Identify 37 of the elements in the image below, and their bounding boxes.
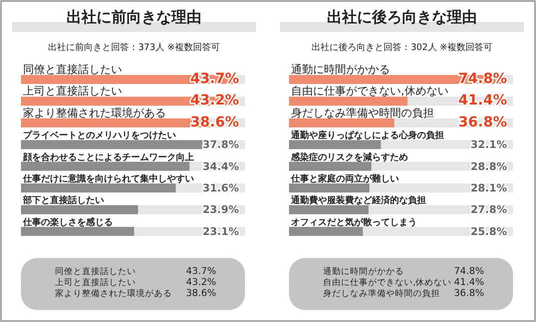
text: 通勤に時間がかかる 74.8% — [323, 266, 484, 277]
y-tick-label: 身だしなみ準備や時間の負担 — [291, 106, 434, 120]
text: 家より整備された環境がある 38.6% — [55, 288, 216, 299]
y-tick-label: 部下と直接話したい — [22, 195, 104, 206]
data-label: 34.4% — [202, 160, 240, 173]
y-tick-label: オフィスだと気が散ってしまう — [291, 216, 417, 228]
text: 身だしなみ準備や時間の負担 36.8% — [323, 288, 484, 299]
data-label: 27.8% — [470, 204, 508, 216]
chart-subtitle: 出社に後ろ向きと回答：302人 ※複数回答可 — [312, 42, 492, 53]
y-tick-label: 仕事の楽しさを感じる — [22, 216, 113, 228]
data-label: 25.8% — [470, 226, 508, 238]
data-label: 28.1% — [470, 182, 508, 194]
data-label: 28.8% — [470, 160, 508, 173]
y-tick-label: 家より整備された環境がある — [23, 106, 166, 120]
y-tick-label: 同僚と直接話したい — [23, 63, 122, 76]
text: 同僚と直接話したい 43.7% — [55, 266, 216, 277]
chart-title: 出社に前向きな理由 — [66, 8, 202, 26]
y-tick-label: 顔を合わせることによるチームワーク向上 — [22, 152, 194, 163]
y-tick-label: 自由に仕事ができない,休めない — [291, 84, 448, 98]
y-tick-label: 通勤に時間がかかる — [291, 63, 390, 76]
chart-subtitle: 出社に前向きと回答：373人 ※複数回答可 — [48, 42, 220, 53]
y-tick-label: 仕事と家庭の両立が難しい — [290, 174, 399, 184]
y-tick-label: 通勤や座りっぱなしによる心身の負担 — [290, 130, 444, 142]
y-tick-label: 感染症のリスクを減らすため — [290, 152, 408, 163]
data-label: 23.9% — [202, 204, 240, 216]
data-label: 32.1% — [470, 139, 508, 152]
y-tick-label: プライベートとのメリハリをつけたい — [23, 130, 176, 142]
text: 上司と直接話したい 43.2% — [55, 277, 216, 288]
y-tick-label: 上司と直接話したい — [23, 84, 122, 98]
data-label: 36.8% — [458, 114, 507, 130]
chart-title: 出社に後ろ向きな理由 — [327, 8, 477, 26]
text: 自由に仕事ができない,休めない 41.4% — [323, 277, 484, 288]
data-label: 23.1% — [202, 226, 240, 238]
data-label: 31.6% — [202, 182, 240, 194]
y-tick-label: 仕事だけに意識を向けられて集中しやすい — [22, 174, 194, 184]
data-label: 41.4% — [458, 92, 507, 109]
y-tick-label: 通勤費や服装費など経済的な負担 — [290, 195, 426, 206]
